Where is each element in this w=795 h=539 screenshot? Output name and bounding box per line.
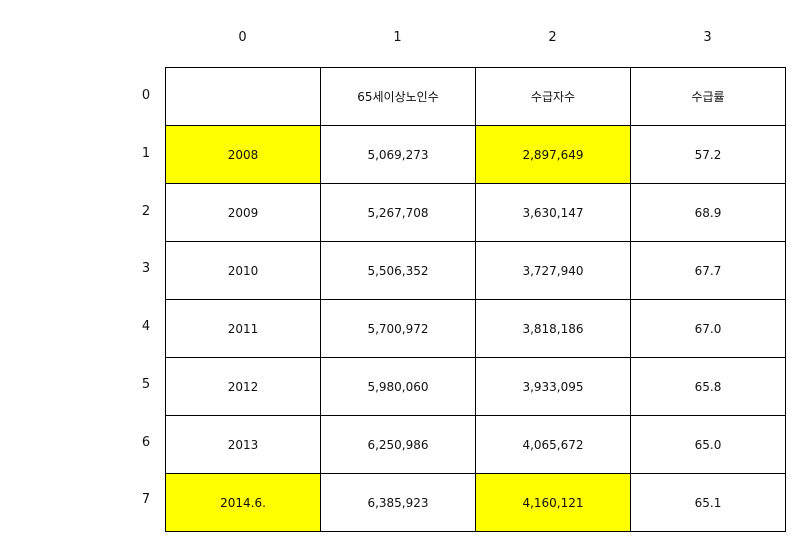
table-cell[interactable]: 수급자수 xyxy=(476,68,631,126)
table-cell[interactable]: 4,065,672 xyxy=(476,416,631,474)
table-cell[interactable]: 2011 xyxy=(166,300,321,358)
table-cell[interactable]: 3,818,186 xyxy=(476,300,631,358)
column-header-0: 0 xyxy=(238,30,247,45)
table-cell[interactable] xyxy=(166,68,321,126)
row-header-5: 5 xyxy=(141,377,151,392)
row-header-7: 7 xyxy=(141,492,151,507)
table-cell[interactable]: 6,250,986 xyxy=(321,416,476,474)
table-cell[interactable]: 2014.6. xyxy=(166,474,321,532)
table-cell[interactable]: 2012 xyxy=(166,358,321,416)
table-cell[interactable]: 67.0 xyxy=(631,300,786,358)
table-cell[interactable]: 3,727,940 xyxy=(476,242,631,300)
table-cell[interactable]: 65.1 xyxy=(631,474,786,532)
table-cell[interactable]: 65.8 xyxy=(631,358,786,416)
table-cell[interactable]: 2,897,649 xyxy=(476,126,631,184)
row-header-1: 1 xyxy=(141,146,151,161)
column-header-1: 1 xyxy=(393,30,402,45)
row-header-6: 6 xyxy=(141,435,151,450)
table-cell[interactable]: 5,506,352 xyxy=(321,242,476,300)
table-cell[interactable]: 2008 xyxy=(166,126,321,184)
row-header-4: 4 xyxy=(141,319,151,334)
column-header-2: 2 xyxy=(548,30,557,45)
table-cell[interactable]: 5,267,708 xyxy=(321,184,476,242)
table-cell[interactable]: 3,630,147 xyxy=(476,184,631,242)
row-header-2: 2 xyxy=(141,204,151,219)
table-cell[interactable]: 57.2 xyxy=(631,126,786,184)
table-cell[interactable]: 4,160,121 xyxy=(476,474,631,532)
table-cell[interactable]: 65.0 xyxy=(631,416,786,474)
table-cell[interactable]: 5,069,273 xyxy=(321,126,476,184)
data-table: 65세이상노인수 수급자수 수급률 2008 5,069,273 2,897,6… xyxy=(165,67,786,532)
table-cell[interactable]: 5,700,972 xyxy=(321,300,476,358)
table-cell[interactable]: 5,980,060 xyxy=(321,358,476,416)
table-cell[interactable]: 68.9 xyxy=(631,184,786,242)
table-cell[interactable]: 2009 xyxy=(166,184,321,242)
table-cell[interactable]: 2013 xyxy=(166,416,321,474)
table-cell[interactable]: 65세이상노인수 xyxy=(321,68,476,126)
row-header-0: 0 xyxy=(141,88,151,103)
table-cell[interactable]: 67.7 xyxy=(631,242,786,300)
table-cell[interactable]: 수급률 xyxy=(631,68,786,126)
table-cell[interactable]: 2010 xyxy=(166,242,321,300)
table-cell[interactable]: 3,933,095 xyxy=(476,358,631,416)
column-header-3: 3 xyxy=(703,30,712,45)
table-cell[interactable]: 6,385,923 xyxy=(321,474,476,532)
row-header-3: 3 xyxy=(141,261,151,276)
